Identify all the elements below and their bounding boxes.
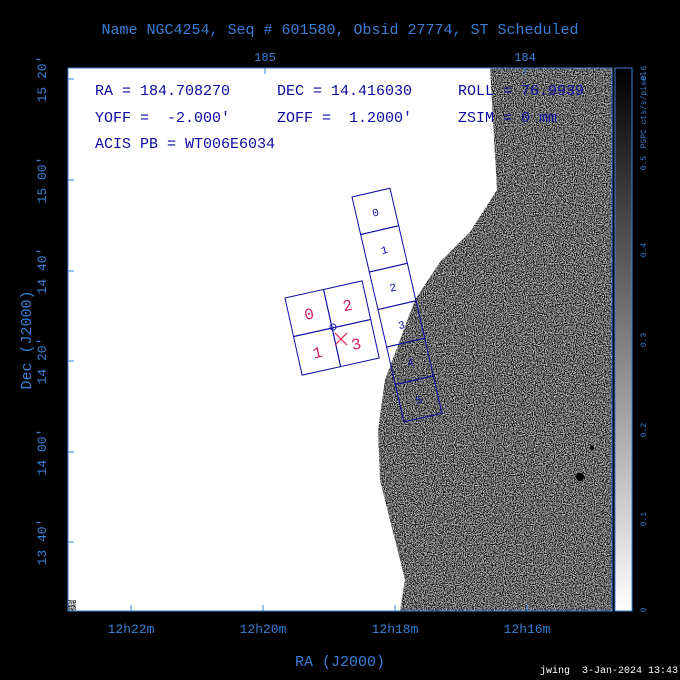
left-axis-label: 15 00'	[35, 157, 50, 204]
left-axis-title: Dec (J2000)	[19, 290, 36, 389]
colorbar-tick-label: 0	[640, 607, 649, 612]
left-axis-label: 13 40'	[35, 519, 50, 566]
acis-i-chip-label: 2	[341, 297, 354, 317]
target-marker	[334, 332, 348, 346]
colorbar-tick-label: 0.2	[640, 423, 649, 438]
bottom-axis-label: 12h20m	[240, 622, 287, 637]
bottom-axis-title: RA (J2000)	[295, 654, 385, 671]
plot-frame	[67, 67, 613, 612]
acis-s-chip-label: 3	[397, 320, 406, 333]
acis-s-chip	[394, 375, 443, 423]
aimpoint	[329, 323, 337, 331]
image-data	[68, 68, 612, 611]
info-text: ZOFF = 1.2000'	[277, 110, 412, 127]
colorbar-tick-label: 0.4	[640, 243, 649, 258]
acis-s-chip-label: 5	[415, 395, 424, 408]
colorbar-tick-label: 0.5	[640, 156, 649, 171]
left-axis-label: 14 20'	[35, 338, 50, 385]
acis-s-chip-label: 2	[389, 282, 398, 295]
acis-i-chip-label: 3	[350, 335, 363, 355]
left-axis-label: 15 20'	[35, 56, 50, 103]
acis-i-array: 0 2 1 3	[284, 280, 380, 376]
top-axis-label: 185	[254, 51, 276, 65]
acis-s-chip-label: 1	[380, 245, 390, 258]
bottom-axis-label: 12h16m	[504, 622, 551, 637]
colorbar-tick-label: 0.3	[640, 333, 649, 348]
info-text: ACIS PB = WT006E6034	[95, 136, 275, 153]
bottom-axis-label: 12h18m	[372, 622, 419, 637]
acis-s-chip-label: 4	[406, 357, 416, 370]
left-axis-label: 14 00'	[35, 429, 50, 476]
colorbar-label: PSPC cts/s/pixel	[640, 71, 649, 148]
top-axis-label: 184	[514, 51, 536, 65]
colorbar-tick-label: 0.6	[640, 66, 649, 81]
info-text: ZSIM = 0 mm	[458, 110, 557, 127]
info-text: YOFF = -2.000'	[95, 110, 230, 127]
info-text: RA = 184.708270	[95, 83, 230, 100]
info-text: DEC = 14.416030	[277, 83, 412, 100]
bottom-axis-label: 12h22m	[108, 622, 155, 637]
colorbar	[614, 67, 633, 612]
title: Name NGC4254, Seq # 601580, Obsid 27774,…	[101, 22, 578, 39]
acis-s-chip-label: 0	[371, 207, 380, 220]
left-axis-label: 14 40'	[35, 248, 50, 295]
colorbar-tick-label: 0.1	[640, 512, 649, 527]
acis-i-chip	[331, 318, 380, 368]
acis-s-array: 0 1 2 3 4 5	[351, 187, 443, 423]
acis-i-chip-label: 0	[303, 305, 316, 325]
footer: jwing 3-Jan-2024 13:43	[540, 665, 678, 677]
info-text: ROLL = 76.9939	[458, 83, 584, 100]
acis-i-chip-label: 1	[311, 344, 324, 364]
